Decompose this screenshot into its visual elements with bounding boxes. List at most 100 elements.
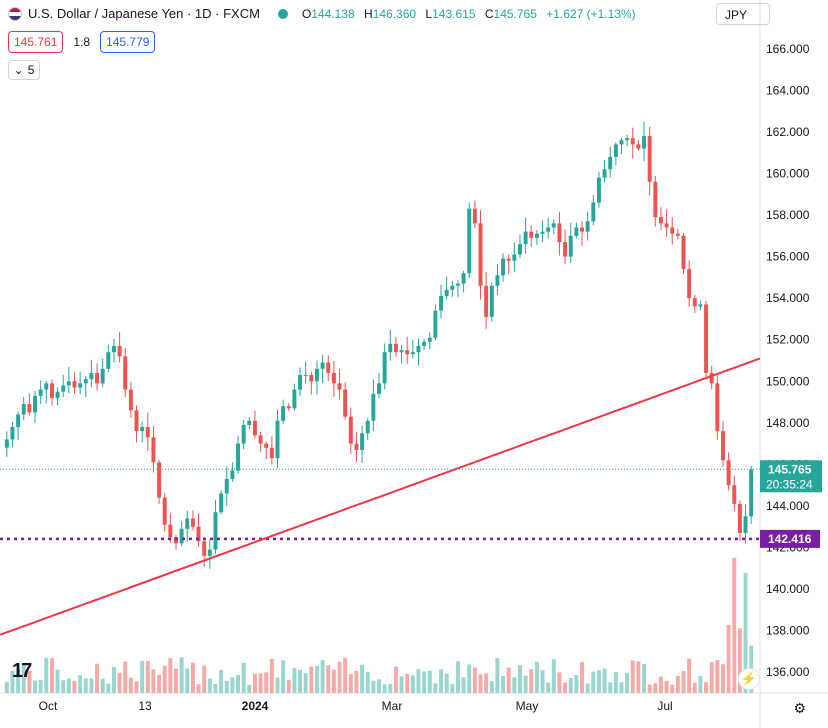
candle-body — [743, 516, 748, 533]
candle-body — [106, 352, 111, 369]
volume-bar — [128, 677, 133, 693]
candle-body — [72, 381, 77, 388]
volume-bar — [202, 665, 207, 693]
price-tick-label: 140.000 — [766, 582, 810, 596]
candle-body — [168, 524, 173, 538]
candle-body — [55, 391, 60, 398]
volume-bar — [664, 680, 669, 693]
volume-bar — [179, 657, 184, 693]
volume-bar — [737, 628, 742, 693]
price-tick-label: 144.000 — [766, 499, 810, 513]
volume-bar — [174, 668, 178, 693]
volume-bar — [422, 671, 427, 693]
candle-body — [298, 375, 303, 390]
candle-body — [444, 289, 449, 297]
indicators-toggle[interactable]: ⌄ 5 — [8, 60, 40, 80]
candle-body — [314, 368, 319, 382]
symbol-title[interactable]: U.S. Dollar / Japanese Yen · 1D · FXCM — [28, 6, 260, 21]
settings-gear-icon[interactable]: ⚙ — [793, 700, 806, 716]
flash-icon[interactable]: ⚡ — [738, 668, 760, 690]
volume-bar — [512, 677, 517, 693]
volume-bar — [123, 661, 128, 693]
candle-body — [484, 285, 489, 317]
volume-bar — [117, 672, 122, 693]
volume-bar — [625, 672, 630, 693]
price-tick-label: 160.000 — [766, 166, 810, 180]
bar-countdown-label: 20:35:24 — [766, 477, 813, 491]
volume-bar — [608, 682, 613, 693]
candle-body — [264, 443, 269, 448]
volume-bar — [157, 674, 162, 693]
candle-body — [467, 208, 472, 274]
volume-bar — [563, 682, 568, 693]
symbol-header: U.S. Dollar / Japanese Yen · 1D · FXCM O… — [8, 6, 642, 21]
candle-body — [33, 395, 37, 413]
volume-bar — [410, 675, 415, 693]
volume-bar — [405, 673, 410, 693]
volume-bar — [145, 660, 150, 693]
candle-body — [21, 404, 26, 415]
sell-button[interactable]: 145.761 — [8, 31, 64, 53]
time-tick-label: 13 — [138, 699, 152, 713]
candle-body — [658, 217, 663, 224]
candle-body — [670, 227, 675, 234]
trend-line[interactable] — [0, 357, 761, 636]
volume-bar — [642, 663, 647, 693]
volume-bar — [111, 666, 116, 693]
candle-body — [478, 223, 483, 286]
volume-bar — [354, 670, 359, 693]
candle-body — [664, 223, 669, 228]
candle-body — [78, 383, 83, 388]
volume-bar — [196, 684, 201, 693]
candle-body — [675, 233, 680, 236]
candle-body — [596, 177, 601, 203]
candle-body — [721, 431, 725, 461]
price-tick-label: 138.000 — [766, 624, 810, 638]
candle-body — [642, 136, 647, 149]
candle-body — [574, 227, 579, 236]
candle-body — [303, 375, 308, 377]
candle-body — [241, 424, 246, 444]
volume-bar — [732, 557, 737, 693]
candle-body — [343, 389, 348, 417]
candle-body — [568, 235, 573, 257]
candle-body — [388, 343, 393, 353]
volume-bar — [568, 678, 573, 693]
volume-bar — [540, 670, 545, 693]
volume-bar — [580, 662, 584, 693]
volume-bar — [134, 681, 139, 693]
currency-selector[interactable]: JPY — [716, 3, 770, 25]
indicators-count: 5 — [27, 63, 35, 77]
candle-body — [4, 439, 9, 448]
tradingview-logo-icon[interactable]: 17 — [12, 660, 32, 682]
volume-bar — [360, 664, 365, 693]
volume-bar — [343, 657, 348, 693]
volume-bar — [726, 624, 731, 693]
candle-body — [128, 389, 133, 411]
candle-body — [732, 485, 737, 504]
candle-body — [354, 443, 359, 450]
volume-bar — [168, 658, 173, 693]
volume-bar — [450, 684, 455, 693]
candle-body — [281, 406, 286, 421]
volume-bar — [506, 667, 511, 693]
price-tick-label: 158.000 — [766, 208, 810, 222]
buy-button[interactable]: 145.779 — [100, 31, 156, 53]
candle-body — [602, 169, 607, 178]
candle-body — [320, 362, 325, 369]
volume-bar — [681, 671, 686, 693]
candle-body — [179, 528, 184, 544]
candle-body — [162, 497, 167, 525]
volume-bar — [241, 662, 246, 693]
volume-bar — [298, 669, 303, 693]
price-tick-label: 154.000 — [766, 291, 810, 305]
candle-body — [66, 381, 71, 386]
volume-bar — [557, 672, 562, 693]
candle-body — [10, 427, 15, 440]
volume-bar — [501, 676, 506, 693]
candle-body — [117, 345, 122, 357]
volume-bar — [281, 660, 286, 693]
candle-body — [715, 383, 720, 432]
candle-body — [27, 404, 32, 413]
